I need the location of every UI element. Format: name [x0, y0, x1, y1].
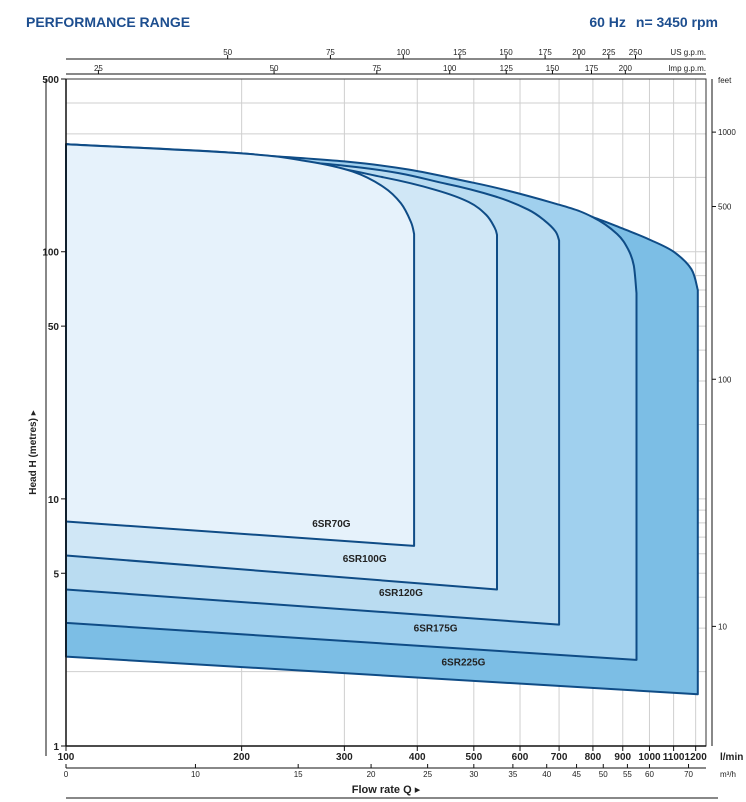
feet-tick-label: 10 [718, 622, 727, 631]
m3h-tick-label: 25 [423, 770, 432, 779]
us-gpm-tick-label: 200 [572, 48, 586, 57]
y-tick-label: 50 [48, 322, 60, 333]
imp-gpm-tick-label: 50 [270, 64, 279, 73]
imp-gpm-tick-label: 25 [94, 64, 103, 73]
feet-axis-label: feet [718, 76, 732, 85]
feet-tick-label: 1000 [718, 128, 736, 137]
series-label-6sr70g: 6SR70G [312, 519, 351, 530]
x-tick-label: 300 [336, 752, 353, 763]
m3h-tick-label: 70 [684, 770, 693, 779]
x-tick-label: 100 [58, 752, 75, 763]
x-tick-label: 200 [233, 752, 250, 763]
page-title: PERFORMANCE RANGE [26, 14, 191, 30]
m3h-tick-label: 30 [469, 770, 478, 779]
us-gpm-tick-label: 125 [453, 48, 467, 57]
series-label-6sr120g: 6SR120G [379, 588, 423, 599]
feet-tick-label: 100 [718, 375, 732, 384]
series-label-6sr225g: 6SR225G [442, 657, 486, 668]
y-tick-label: 100 [42, 248, 59, 259]
us-gpm-tick-label: 75 [326, 48, 335, 57]
m3h-tick-label: 55 [623, 770, 632, 779]
frequency-speed: 60 Hz n= 3450 rpm [579, 14, 718, 30]
x-tick-label: 800 [585, 752, 602, 763]
m3h-tick-label: 50 [599, 770, 608, 779]
us-gpm-tick-label: 150 [499, 48, 513, 57]
imp-gpm-tick-label: 75 [372, 64, 381, 73]
us-gpm-tick-label: 175 [538, 48, 552, 57]
m3h-tick-label: 20 [367, 770, 376, 779]
m3h-tick-label: 35 [508, 770, 517, 779]
us-gpm-axis-label: US g.p.m. [670, 48, 706, 57]
x-tick-label: 1200 [685, 752, 708, 763]
area-6sr70g [65, 143, 416, 547]
imp-gpm-tick-label: 125 [500, 64, 514, 73]
x-tick-label: 400 [409, 752, 426, 763]
m3h-tick-label: 10 [191, 770, 200, 779]
series-label-6sr100g: 6SR100G [343, 554, 387, 565]
imp-gpm-tick-label: 200 [619, 64, 633, 73]
axes: 100 200 300 400 500 600 700 800 900 1000 1100 1200 l… [28, 48, 743, 799]
series-labels: 6SR225G 6SR175G 6SR120G 6SR100G 6SR70G [312, 519, 485, 668]
m3h-tick-label: 15 [294, 770, 303, 779]
feet-tick-label: 500 [718, 203, 732, 212]
frequency-label: 60 Hz [589, 14, 626, 30]
imp-gpm-tick-label: 175 [585, 64, 599, 73]
y-tick-label: 5 [53, 569, 59, 580]
x-tick-label: 900 [614, 752, 631, 763]
x-tick-label: 1000 [638, 752, 661, 763]
m3h-tick-label: 40 [542, 770, 551, 779]
imp-gpm-tick-label: 150 [546, 64, 560, 73]
m3h-axis-label: m³/h [720, 770, 736, 779]
x-tick-label: 700 [551, 752, 568, 763]
performance-areas [65, 143, 699, 696]
y-tick-label: 1 [53, 742, 59, 753]
imp-gpm-axis-label: Imp g.p.m. [668, 64, 706, 73]
us-gpm-tick-label: 100 [397, 48, 411, 57]
us-gpm-tick-label: 225 [602, 48, 616, 57]
speed-label: n= 3450 rpm [635, 14, 718, 30]
m3h-tick-label: 45 [572, 770, 581, 779]
us-gpm-tick-label: 50 [223, 48, 232, 57]
x-tick-label: 1100 [663, 752, 685, 763]
x-axis-title: Flow rate Q ▸ [352, 784, 421, 796]
imp-gpm-tick-label: 100 [443, 64, 457, 73]
y-tick-label: 10 [48, 495, 60, 506]
x-tick-label: 600 [512, 752, 529, 763]
y-tick-label: 500 [42, 75, 59, 86]
m3h-tick-label: 0 [64, 770, 69, 779]
us-gpm-tick-label: 250 [629, 48, 643, 57]
x-tick-label: 500 [465, 752, 482, 763]
x-unit-label: l/min [720, 752, 743, 763]
y-axis-title: Head H (metres) ▸ [28, 410, 39, 495]
m3h-tick-label: 60 [645, 770, 654, 779]
series-label-6sr175g: 6SR175G [414, 624, 458, 635]
